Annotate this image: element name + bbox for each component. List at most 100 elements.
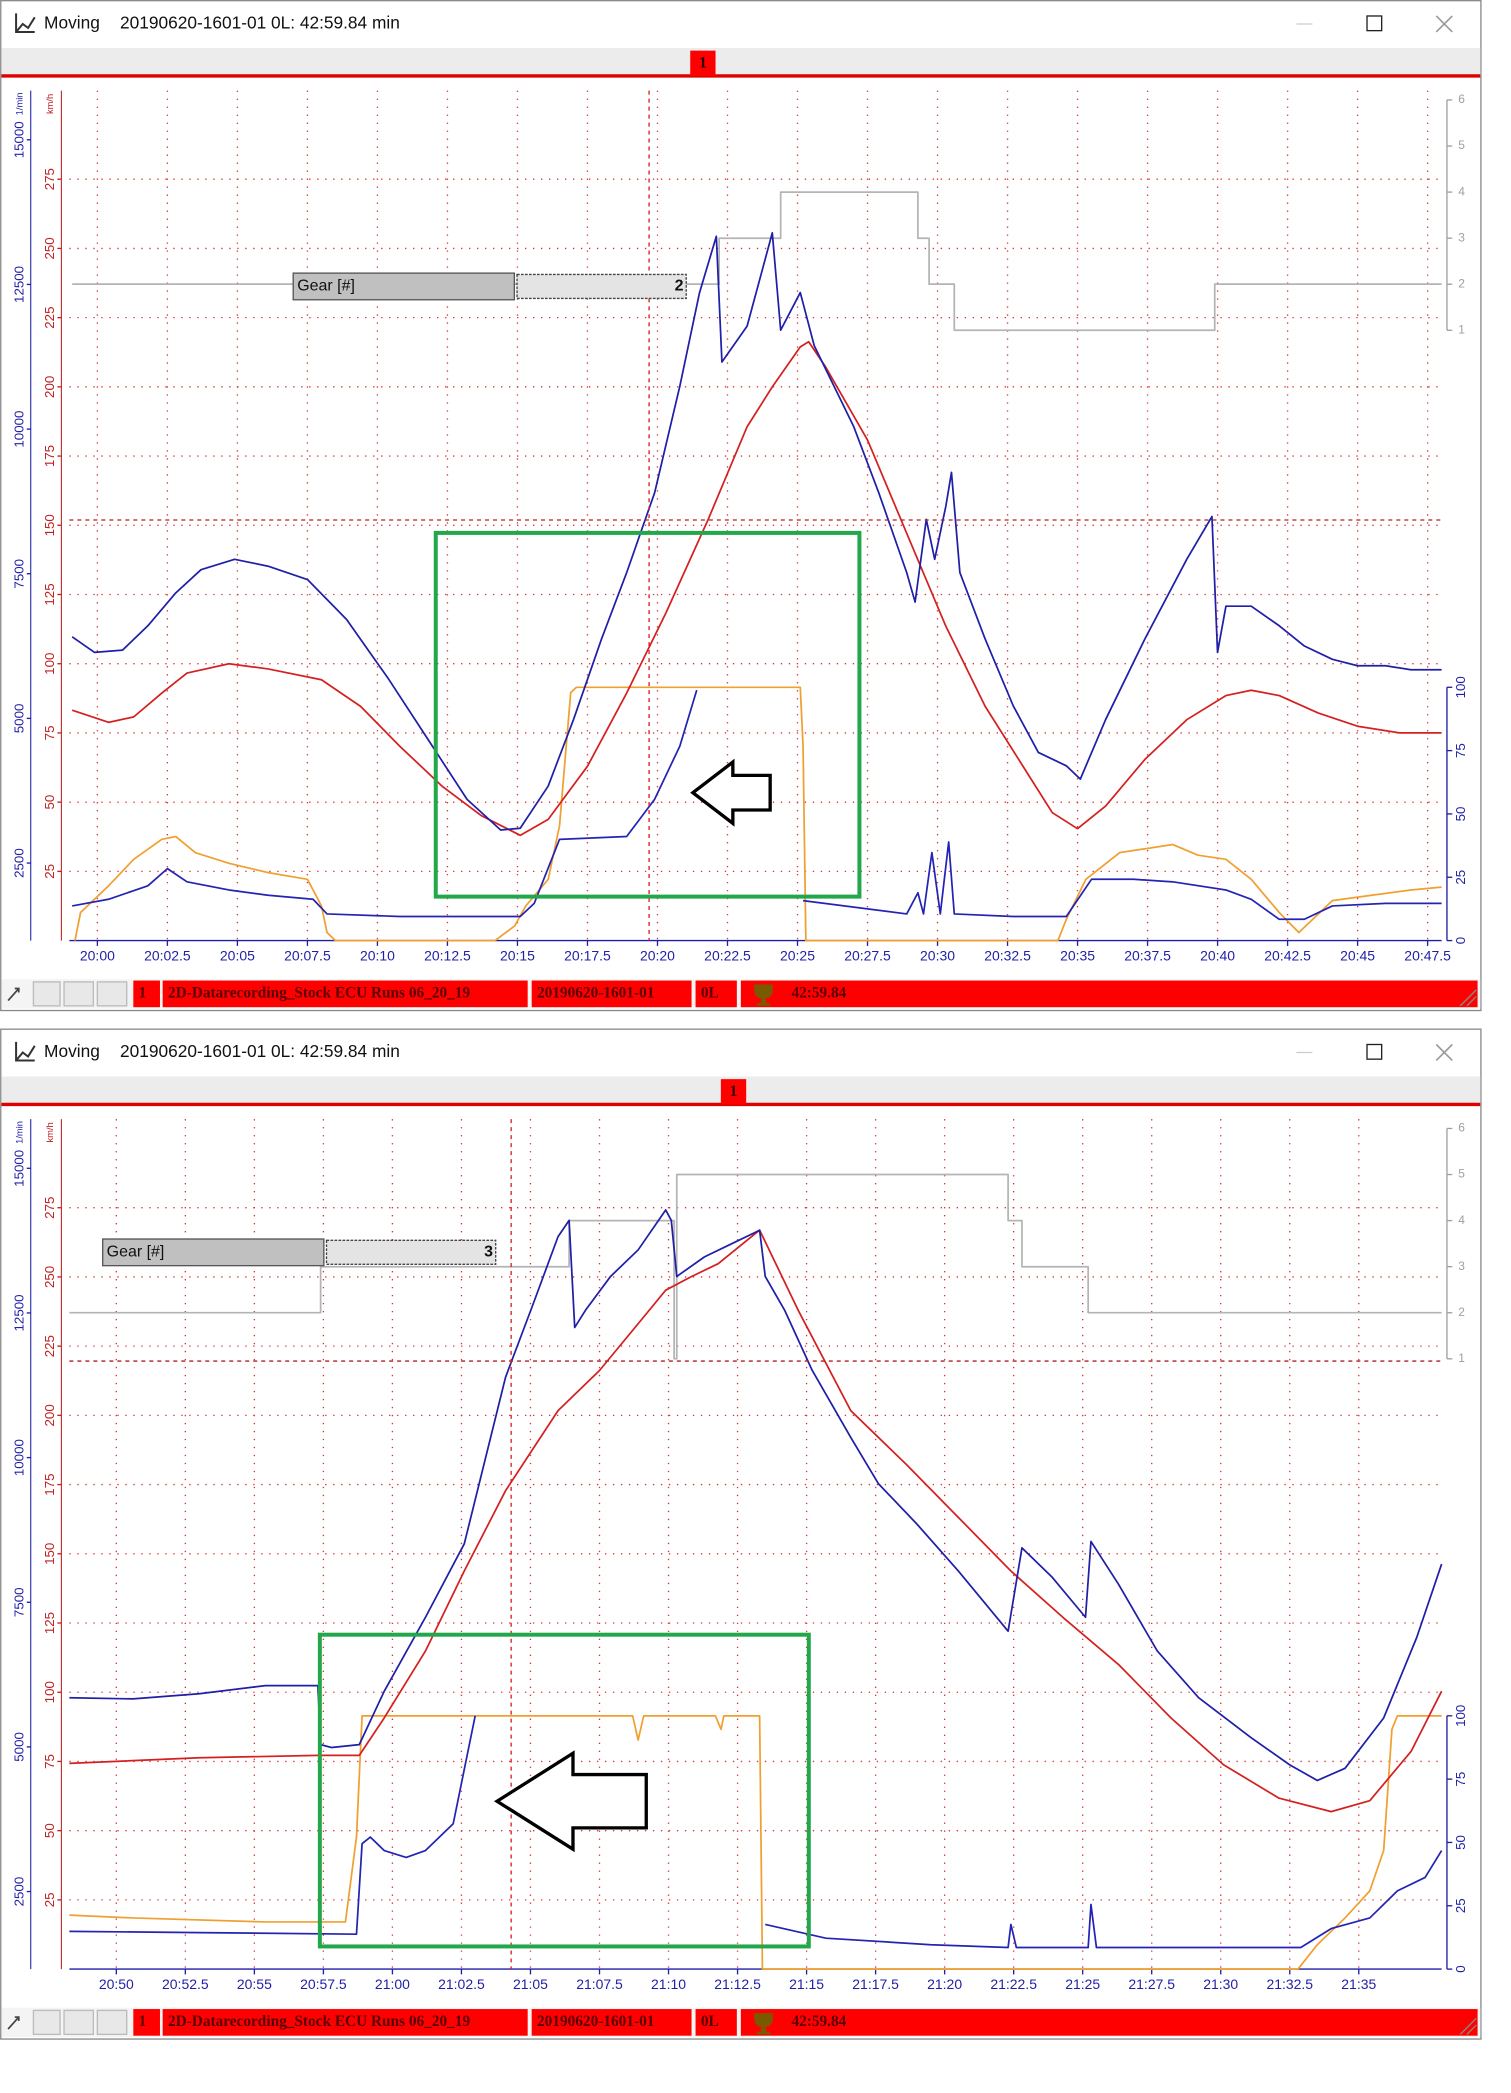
axis-unit: km/h	[45, 1122, 55, 1142]
x-tick-label: 20:45	[1340, 947, 1375, 963]
y-tick-label: 25	[42, 864, 57, 879]
status-button[interactable]	[63, 981, 95, 1007]
close-button[interactable]	[1435, 15, 1453, 33]
y-tick-label: 75	[1453, 743, 1468, 758]
status-segment	[531, 2009, 692, 2036]
x-tick-label: 21:02.5	[438, 1976, 485, 1992]
trophy-icon	[754, 984, 773, 1006]
window-title: Moving	[44, 13, 100, 33]
y-tick-label: 275	[42, 1197, 57, 1219]
readout-label-box	[292, 272, 516, 301]
y-tick-label: 25	[1453, 1898, 1468, 1913]
x-tick-label: 20:05	[220, 947, 255, 963]
readout-value-box	[325, 1239, 497, 1265]
y-tick-label: 100	[42, 1681, 57, 1703]
y-tick-label: 225	[42, 1335, 57, 1357]
readout-value-box	[516, 273, 687, 300]
y-tick-label: 5	[1458, 1167, 1465, 1181]
status-button[interactable]	[32, 2009, 61, 2036]
app-icon	[15, 13, 36, 33]
x-tick-label: 20:27.5	[844, 947, 891, 963]
status-button[interactable]	[32, 981, 61, 1007]
x-tick-label: 20:32.5	[984, 947, 1031, 963]
status-button[interactable]	[96, 2009, 128, 2036]
close-button[interactable]	[1435, 1043, 1453, 1062]
y-tick-label: 25	[42, 1892, 57, 1907]
y-tick-label: 100	[1453, 676, 1468, 698]
x-tick-label: 21:17.5	[852, 1976, 899, 1992]
x-tick-label: 20:57.5	[300, 1976, 347, 1992]
tool-icon[interactable]	[7, 2016, 20, 2030]
readout-label: Gear [#]	[107, 1244, 165, 1261]
tab[interactable]	[720, 1079, 747, 1105]
trophy-icon	[754, 2013, 773, 2035]
window-frame	[0, 1028, 1482, 2040]
y-tick-label: 15000	[12, 121, 27, 158]
app-icon	[15, 1041, 36, 1062]
x-tick-label: 20:55	[237, 1976, 272, 1992]
status-segment	[695, 980, 737, 1008]
x-tick-label: 21:35	[1341, 1976, 1376, 1992]
x-tick-label: 20:07.5	[284, 947, 331, 963]
y-tick-label: 15000	[12, 1150, 27, 1187]
y-tick-label: 7500	[12, 559, 27, 589]
maximize-button[interactable]	[1366, 15, 1383, 32]
series-line	[72, 689, 1442, 921]
readout-value: 2	[675, 278, 684, 295]
x-tick-label: 20:12.5	[424, 947, 471, 963]
y-tick-label: 200	[42, 376, 57, 398]
status-segment	[133, 2009, 160, 2036]
y-tick-label: 0	[1453, 937, 1468, 944]
status-segment	[531, 980, 692, 1008]
x-tick-label: 21:32.5	[1266, 1976, 1313, 1992]
y-tick-label: 5000	[12, 704, 27, 734]
x-tick-label: 21:25	[1065, 1976, 1100, 1992]
y-tick-label: 50	[42, 795, 57, 810]
tab-label: 1	[699, 55, 707, 72]
series-line	[69, 1715, 1443, 1949]
y-tick-label: 275	[42, 168, 57, 190]
series-line	[74, 686, 1442, 942]
arrow	[690, 758, 772, 827]
series-line	[69, 1209, 1443, 1782]
x-tick-label: 20:40	[1200, 947, 1235, 963]
tab-label: 1	[730, 1083, 738, 1100]
x-tick-label: 21:15	[789, 1976, 824, 1992]
status-file: 2D-Datarecording_Stock ECU Runs 06_20_19	[168, 984, 470, 1001]
series-line	[69, 1714, 1442, 1970]
window-title: Moving	[44, 1041, 100, 1061]
status-button[interactable]	[63, 2009, 95, 2036]
y-tick-label: 2500	[12, 848, 27, 878]
status-time: 42:59.84	[791, 984, 846, 1001]
status-record: 20190620-1601-01	[537, 984, 654, 1001]
y-tick-label: 150	[42, 1543, 57, 1565]
maximize-button[interactable]	[1366, 1043, 1383, 1060]
y-tick-label: 50	[42, 1823, 57, 1838]
status-index: 1	[139, 2013, 147, 2030]
y-tick-label: 10000	[12, 1439, 27, 1476]
x-tick-label: 20:22.5	[704, 947, 751, 963]
x-tick-label: 20:17.5	[564, 947, 611, 963]
y-tick-label: 250	[42, 1266, 57, 1288]
x-tick-label: 20:20	[640, 947, 675, 963]
axis-unit: 1/min	[15, 93, 25, 116]
arrow	[493, 1750, 648, 1853]
x-tick-label: 21:10	[651, 1976, 686, 1992]
x-tick-label: 20:25	[780, 947, 815, 963]
tab[interactable]	[690, 50, 716, 76]
status-lap: 0L	[701, 984, 719, 1001]
y-tick-label: 1	[1458, 1351, 1465, 1365]
window-subtitle: 20190620-1601-01 0L: 42:59.84 min	[120, 1041, 400, 1061]
tool-icon[interactable]	[7, 987, 20, 1002]
status-button[interactable]	[96, 981, 128, 1007]
y-tick-label: 6	[1458, 92, 1465, 106]
y-tick-label: 5	[1458, 138, 1465, 152]
y-tick-label: 75	[42, 1754, 57, 1769]
x-tick-label: 20:52.5	[162, 1976, 209, 1992]
y-tick-label: 2	[1458, 276, 1465, 290]
x-tick-label: 20:42.5	[1264, 947, 1311, 963]
y-tick-label: 250	[42, 237, 57, 259]
tab-strip	[1, 47, 1481, 76]
series-line	[69, 1173, 1442, 1360]
status-segment	[695, 2009, 737, 2036]
